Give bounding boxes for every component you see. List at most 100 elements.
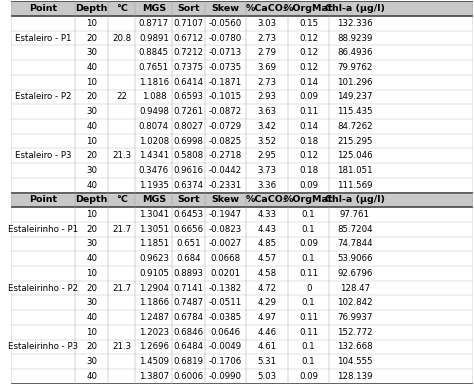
Text: 3.69: 3.69 [257,63,276,72]
Text: 1.2023: 1.2023 [139,328,169,336]
Text: 1.088: 1.088 [142,92,166,101]
Text: 0.12: 0.12 [299,49,318,57]
Bar [11,369,473,383]
Text: -0.0825: -0.0825 [209,137,242,146]
Text: 0.684: 0.684 [176,254,201,263]
Text: 0.1: 0.1 [302,254,316,263]
Text: 0.18: 0.18 [299,137,318,146]
Bar [11,45,473,60]
Text: 22: 22 [116,92,127,101]
Text: 21.3: 21.3 [112,151,131,160]
Text: -0.2331: -0.2331 [209,181,242,190]
Bar [11,222,473,237]
Text: Depth: Depth [75,195,108,204]
Bar [11,31,473,45]
Text: 0.0201: 0.0201 [210,269,241,278]
Text: Chl-a (μg/l): Chl-a (μg/l) [325,4,385,13]
Bar [11,104,473,119]
Text: 30: 30 [86,298,97,307]
Text: 10: 10 [86,137,97,146]
Text: 1.2487: 1.2487 [139,313,169,322]
Text: 0.0668: 0.0668 [210,254,241,263]
Text: Sort: Sort [177,4,200,13]
Text: 0.6998: 0.6998 [173,137,203,146]
Text: 0.7375: 0.7375 [173,63,204,72]
Text: 4.46: 4.46 [257,328,277,336]
Text: 0: 0 [306,284,311,293]
Text: Skew: Skew [211,195,239,204]
Text: 4.58: 4.58 [257,269,277,278]
Text: 0.1: 0.1 [302,225,316,234]
Text: 2.95: 2.95 [257,151,276,160]
Text: 0.14: 0.14 [299,122,318,131]
Text: Estaleiro - P3: Estaleiro - P3 [15,151,71,160]
Text: 0.12: 0.12 [299,63,318,72]
Text: 0.6593: 0.6593 [173,92,203,101]
Text: -0.1382: -0.1382 [209,284,242,293]
Text: -0.0872: -0.0872 [209,107,242,116]
Text: %OrgMat: %OrgMat [284,4,333,13]
Bar [11,148,473,163]
Text: °C: °C [116,4,128,13]
Bar [11,237,473,251]
Text: Estaleiro - P2: Estaleiro - P2 [15,92,71,101]
Text: 3.03: 3.03 [257,19,277,28]
Text: 40: 40 [86,63,97,72]
Text: 76.9937: 76.9937 [337,313,373,322]
Bar [11,119,473,134]
Text: 0.7107: 0.7107 [173,19,204,28]
Text: 0.11: 0.11 [299,269,318,278]
Text: 74.7844: 74.7844 [337,239,373,248]
Text: 20: 20 [86,151,97,160]
Text: 0.09: 0.09 [299,181,318,190]
Bar [11,340,473,354]
Text: -0.1706: -0.1706 [209,357,242,366]
Text: 20: 20 [86,33,97,43]
Text: 1.1851: 1.1851 [139,239,169,248]
Text: 0.1: 0.1 [302,342,316,352]
Text: 4.97: 4.97 [257,313,276,322]
Text: 21.7: 21.7 [112,225,131,234]
Text: 0.8845: 0.8845 [139,49,169,57]
Text: 2.79: 2.79 [257,49,276,57]
Text: 1.2904: 1.2904 [139,284,169,293]
Text: 30: 30 [86,107,97,116]
Text: 0.3476: 0.3476 [139,166,169,175]
Text: 0.9105: 0.9105 [139,269,169,278]
Text: 3.63: 3.63 [257,107,277,116]
Text: 104.555: 104.555 [337,357,373,366]
Text: 40: 40 [86,122,97,131]
Text: 20: 20 [86,342,97,352]
Text: 125.046: 125.046 [337,151,373,160]
Text: 88.9239: 88.9239 [337,33,373,43]
Text: 10: 10 [86,269,97,278]
Text: 2.73: 2.73 [257,33,277,43]
Text: 1.4509: 1.4509 [139,357,169,366]
Text: 115.435: 115.435 [337,107,373,116]
Text: 0.6414: 0.6414 [173,78,204,87]
Text: Chl-a (μg/l): Chl-a (μg/l) [325,195,385,204]
Text: 3.42: 3.42 [257,122,277,131]
Text: 0.1: 0.1 [302,210,316,219]
Text: -0.0823: -0.0823 [209,225,242,234]
Text: 3.52: 3.52 [257,137,277,146]
Text: 0.8717: 0.8717 [139,19,169,28]
Text: 20: 20 [86,284,97,293]
Text: 84.7262: 84.7262 [337,122,373,131]
Text: 0.6374: 0.6374 [173,181,204,190]
Text: 1.0208: 1.0208 [139,137,169,146]
Text: 0.6484: 0.6484 [173,342,204,352]
Bar [11,178,473,192]
Text: 1.1935: 1.1935 [139,181,169,190]
Text: 20.8: 20.8 [112,33,131,43]
Text: 0.8027: 0.8027 [173,122,204,131]
Text: 0.0646: 0.0646 [210,328,241,336]
Text: 0.11: 0.11 [299,313,318,322]
Text: 40: 40 [86,313,97,322]
Text: 30: 30 [86,357,97,366]
Text: Sort: Sort [177,195,200,204]
Text: 2.73: 2.73 [257,78,277,87]
Text: -0.0049: -0.0049 [209,342,242,352]
Text: 86.4936: 86.4936 [337,49,373,57]
Text: Point: Point [29,195,57,204]
